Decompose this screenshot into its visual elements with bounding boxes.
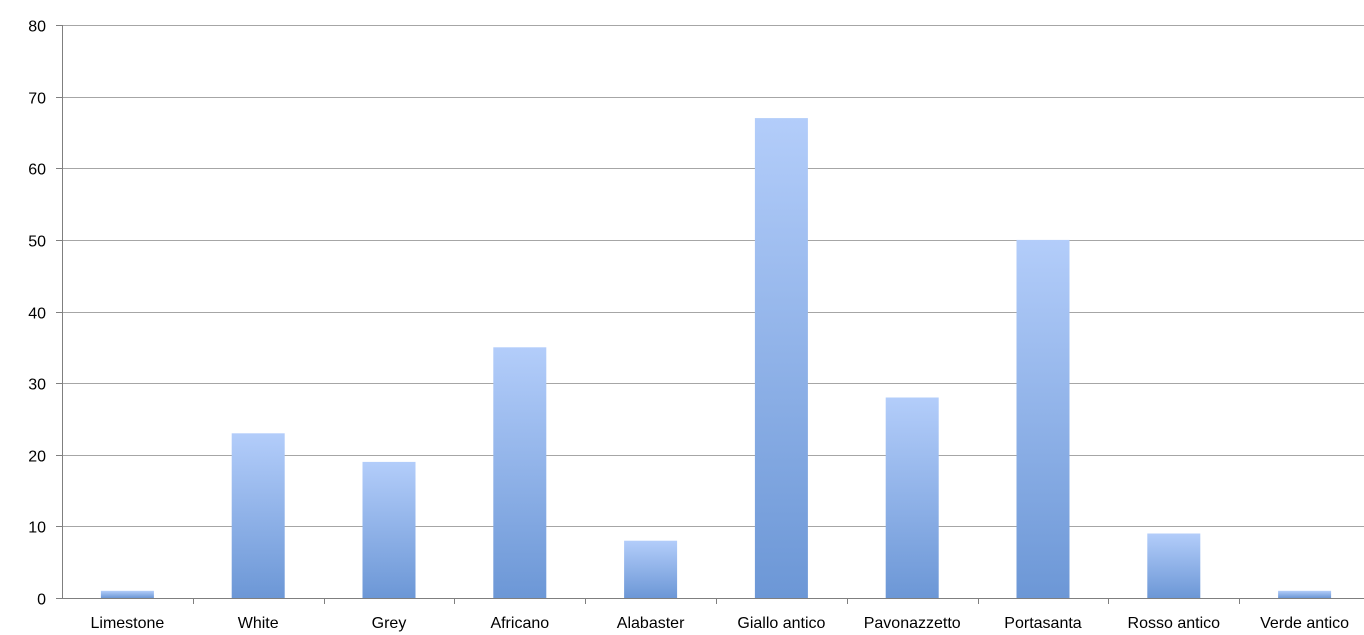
bar-white — [231, 433, 285, 598]
y-tick-label: 10 — [28, 520, 46, 537]
bar-grey — [362, 461, 416, 598]
x-category-label: Rosso antico — [1128, 615, 1221, 632]
bar-africano — [493, 347, 547, 598]
x-category-label: Pavonazzetto — [864, 615, 961, 632]
y-tick-label: 0 — [37, 592, 46, 609]
bars — [100, 118, 1332, 598]
y-tick-label: 60 — [28, 162, 46, 179]
bar-pavonazzetto — [885, 397, 939, 598]
axes — [62, 25, 1364, 604]
x-category-label: Verde antico — [1260, 615, 1349, 632]
x-category-label: Giallo antico — [737, 615, 825, 632]
x-category-label: Alabaster — [617, 615, 685, 632]
x-category-label: White — [238, 615, 279, 632]
x-category-label: Grey — [372, 615, 407, 632]
x-category-label: Limestone — [90, 615, 164, 632]
bar-alabaster — [624, 540, 678, 598]
bar-portasanta — [1016, 239, 1070, 598]
y-tick-label: 30 — [28, 377, 46, 394]
y-tick-label: 40 — [28, 306, 46, 323]
bar-giallo-antico — [754, 118, 808, 598]
y-tick-label: 70 — [28, 91, 46, 108]
y-tick-label: 50 — [28, 234, 46, 251]
x-axis-category-labels: Limestone White Grey Africano Alabaster Giall… — [90, 615, 1349, 632]
y-tick-label: 80 — [28, 19, 46, 36]
x-category-label: Portasanta — [1004, 615, 1081, 632]
x-category-label: Africano — [490, 615, 549, 632]
y-axis-tick-labels: 0 10 20 30 40 50 60 70 80 — [28, 19, 46, 609]
y-tick-label: 20 — [28, 449, 46, 466]
bar-verde-antico — [1278, 590, 1332, 598]
bar-rosso-antico — [1147, 533, 1201, 598]
bar-limestone — [100, 590, 154, 598]
